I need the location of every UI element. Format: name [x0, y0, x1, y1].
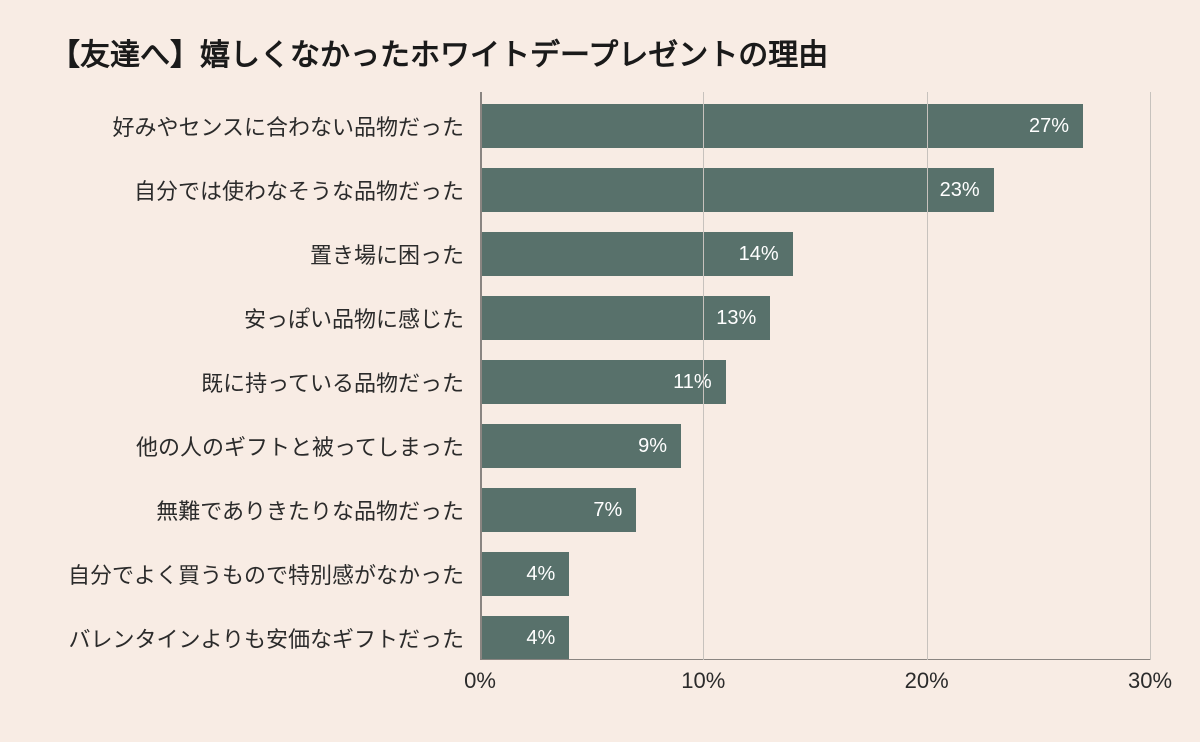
row-label: 置き場に困った [50, 238, 480, 270]
chart-row: 自分では使わなそうな品物だった 23% [50, 168, 1150, 212]
row-label: 好みやセンスに合わない品物だった [50, 110, 480, 142]
bar: 4% [480, 552, 569, 596]
bar-track: 11% [480, 360, 1150, 404]
chart-row: 自分でよく買うもので特別感がなかった 4% [50, 552, 1150, 596]
bar: 13% [480, 296, 770, 340]
bar: 9% [480, 424, 681, 468]
row-label: 無難でありきたりな品物だった [50, 494, 480, 526]
bar-track: 9% [480, 424, 1150, 468]
chart-row: 無難でありきたりな品物だった 7% [50, 488, 1150, 532]
bar-value-label: 11% [673, 371, 726, 394]
bar: 7% [480, 488, 636, 532]
chart-row: 置き場に困った 14% [50, 232, 1150, 276]
x-axis-line [480, 659, 1150, 660]
bar: 11% [480, 360, 726, 404]
bar-track: 27% [480, 104, 1150, 148]
bar-track: 13% [480, 296, 1150, 340]
chart-row: バレンタインよりも安価なギフトだった 4% [50, 616, 1150, 660]
bar: 23% [480, 168, 994, 212]
row-label: 既に持っている品物だった [50, 366, 480, 398]
bar-value-label: 27% [1029, 115, 1083, 138]
row-label: バレンタインよりも安価なギフトだった [50, 622, 480, 654]
row-label: 自分では使わなそうな品物だった [50, 174, 480, 206]
x-tick-label: 10% [681, 668, 725, 694]
bar: 4% [480, 616, 569, 660]
bar-value-label: 14% [739, 243, 793, 266]
chart-rows: 好みやセンスに合わない品物だった 27% 自分では使わなそうな品物だった 23% 置き場… [50, 92, 1150, 660]
bar-value-label: 4% [526, 563, 569, 586]
bar-value-label: 7% [593, 499, 636, 522]
y-axis-line [480, 92, 482, 660]
x-tick-label: 20% [905, 668, 949, 694]
gridline [927, 92, 928, 660]
x-tick-label: 30% [1128, 668, 1172, 694]
bar-track: 23% [480, 168, 1150, 212]
bar-value-label: 9% [638, 435, 681, 458]
chart-row: 他の人のギフトと被ってしまった 9% [50, 424, 1150, 468]
row-label: 安っぽい品物に感じた [50, 302, 480, 334]
gridline [1150, 92, 1151, 660]
row-label: 他の人のギフトと被ってしまった [50, 430, 480, 462]
row-label: 自分でよく買うもので特別感がなかった [50, 558, 480, 590]
bar-track: 14% [480, 232, 1150, 276]
chart-area: 好みやセンスに合わない品物だった 27% 自分では使わなそうな品物だった 23% 置き場… [50, 92, 1150, 712]
chart-row: 既に持っている品物だった 11% [50, 360, 1150, 404]
bar: 14% [480, 232, 793, 276]
chart-row: 好みやセンスに合わない品物だった 27% [50, 104, 1150, 148]
chart-canvas: 【友達へ】嬉しくなかったホワイトデープレゼントの理由 好みやセンスに合わない品物… [0, 0, 1200, 742]
chart-row: 安っぽい品物に感じた 13% [50, 296, 1150, 340]
bar-value-label: 13% [716, 307, 770, 330]
bar-track: 4% [480, 552, 1150, 596]
bar-track: 7% [480, 488, 1150, 532]
x-tick-label: 0% [464, 668, 496, 694]
bar: 27% [480, 104, 1083, 148]
gridline [703, 92, 704, 660]
bar-value-label: 23% [940, 179, 994, 202]
bar-track: 4% [480, 616, 1150, 660]
chart-title: 【友達へ】嬉しくなかったホワイトデープレゼントの理由 [50, 30, 1150, 74]
bar-value-label: 4% [526, 627, 569, 650]
